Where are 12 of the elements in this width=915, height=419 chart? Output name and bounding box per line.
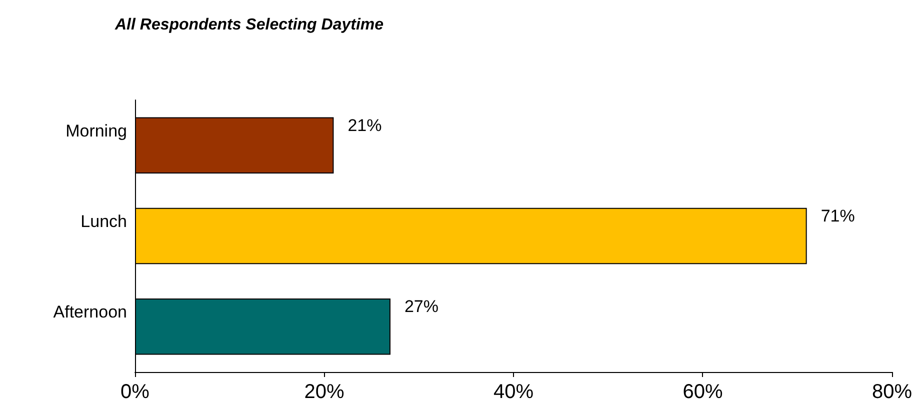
y-tick-label: Afternoon xyxy=(53,302,127,322)
x-tick-label: 40% xyxy=(493,381,534,403)
x-tick-label: 80% xyxy=(872,381,912,403)
data-label: 21% xyxy=(348,116,382,135)
x-tick-label: 60% xyxy=(682,381,723,403)
x-tick-label: 0% xyxy=(120,381,150,403)
y-tick-label: Morning xyxy=(66,121,127,140)
data-label: 27% xyxy=(404,297,439,316)
x-tick-label: 20% xyxy=(304,381,344,403)
data-label: 71% xyxy=(820,206,855,226)
chart-title: All Respondents Selecting Daytime xyxy=(114,16,384,34)
y-tick-label: Lunch xyxy=(80,212,127,231)
